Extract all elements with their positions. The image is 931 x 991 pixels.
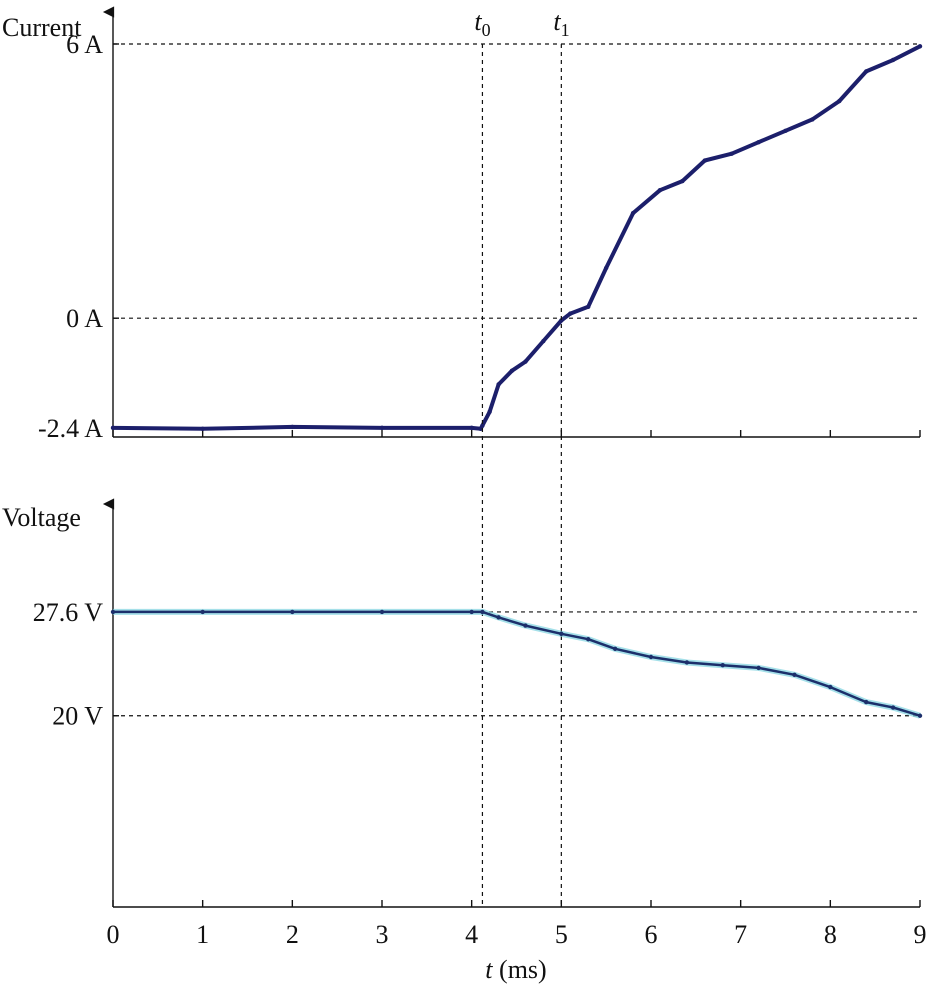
voltage-series-line xyxy=(111,610,922,717)
x-tick-label: 3 xyxy=(376,920,389,949)
voltage-data-point xyxy=(559,631,564,636)
voltage-data-point xyxy=(586,637,591,642)
current-data-point xyxy=(496,382,501,387)
voltage-data-point xyxy=(864,699,869,705)
current-data-point xyxy=(630,210,636,216)
x-tick-label: 9 xyxy=(914,920,927,949)
x-tick-label: 8 xyxy=(824,920,837,949)
x-tick-label: 7 xyxy=(734,920,747,949)
x-axis-unit: (ms) xyxy=(493,955,547,984)
x-tick-label: 6 xyxy=(645,920,658,949)
current-data-point xyxy=(487,409,492,415)
voltage-data-point xyxy=(684,660,690,665)
x-tick-label: 0 xyxy=(107,920,120,949)
current-data-point xyxy=(917,44,923,49)
current-guide-group xyxy=(113,43,920,319)
voltage-panel: Voltage 27.6 V 20 V 0 1 2 3 4 5 6 7 8 9 t (ms) xyxy=(2,498,927,984)
voltage-data-point xyxy=(480,609,485,615)
current-axis-label: Current xyxy=(2,13,82,42)
current-ytick-label: 0 A xyxy=(66,304,103,333)
current-data-point xyxy=(864,69,869,74)
voltage-data-point xyxy=(379,609,385,615)
voltage-series-glow xyxy=(113,608,921,719)
voltage-ytick-label: 20 V xyxy=(52,702,103,731)
voltage-data-point xyxy=(890,705,896,710)
current-ytick-label: -2.4 A xyxy=(38,414,103,443)
current-data-point xyxy=(110,425,116,431)
current-data-point xyxy=(559,318,564,323)
voltage-axis-label: Voltage xyxy=(2,503,81,532)
current-data-point xyxy=(379,425,385,431)
voltage-data-point xyxy=(756,665,761,671)
current-data-point xyxy=(657,188,663,193)
voltage-ytick-label: 27.6 V xyxy=(33,598,104,627)
voltage-data-point xyxy=(648,654,654,660)
voltage-data-point xyxy=(523,623,528,628)
current-data-point xyxy=(523,359,528,364)
current-data-point xyxy=(290,424,295,430)
x-tick-group: 0 1 2 3 4 5 6 7 8 9 xyxy=(107,900,927,949)
voltage-series-group xyxy=(110,608,923,719)
current-data-point xyxy=(200,426,205,431)
current-data-point xyxy=(756,140,761,145)
voltage-data-point xyxy=(200,609,205,615)
time-marker-label: t1 xyxy=(553,7,569,40)
current-data-point xyxy=(729,151,734,156)
current-data-point xyxy=(783,128,788,134)
current-data-point xyxy=(568,311,573,316)
time-marker-label: t0 xyxy=(474,7,490,40)
current-data-point xyxy=(478,426,483,431)
voltage-data-point xyxy=(469,609,474,615)
voltage-data-point xyxy=(720,663,725,668)
current-data-point xyxy=(541,338,546,344)
current-series-line xyxy=(111,44,922,431)
current-tick-group: 6 A 0 A -2.4 A xyxy=(38,30,921,443)
current-data-point xyxy=(702,158,707,163)
voltage-data-point xyxy=(792,672,797,677)
current-data-point xyxy=(890,57,896,63)
x-axis-variable: t xyxy=(485,955,493,984)
current-series-group xyxy=(110,44,923,431)
time-marker-group: t0 t1 xyxy=(474,7,570,907)
current-data-point xyxy=(509,368,515,373)
voltage-data-point xyxy=(917,713,923,718)
current-data-point xyxy=(603,265,609,271)
voltage-data-point xyxy=(110,609,116,615)
x-tick-label: 1 xyxy=(196,920,209,949)
x-tick-label: 5 xyxy=(555,920,568,949)
current-data-point xyxy=(680,178,685,184)
voltage-data-point xyxy=(828,684,833,690)
x-tick-label: 4 xyxy=(465,920,478,949)
current-ytick-label: 6 A xyxy=(66,30,103,59)
voltage-tick-group: 27.6 V 20 V xyxy=(33,598,119,731)
x-axis-label: t (ms) xyxy=(485,955,546,984)
current-data-point xyxy=(837,98,842,104)
current-panel: Current 6 A 0 A -2.4 A t0 t1 xyxy=(2,6,923,907)
voltage-data-point xyxy=(612,646,618,652)
current-data-point xyxy=(480,423,485,428)
voltage-guide-group xyxy=(113,611,920,717)
voltage-data-point xyxy=(496,615,501,620)
voltage-data-point xyxy=(290,609,295,615)
current-data-point xyxy=(469,425,474,431)
current-data-point xyxy=(586,304,591,309)
current-data-point xyxy=(810,117,815,122)
x-tick-label: 2 xyxy=(286,920,299,949)
